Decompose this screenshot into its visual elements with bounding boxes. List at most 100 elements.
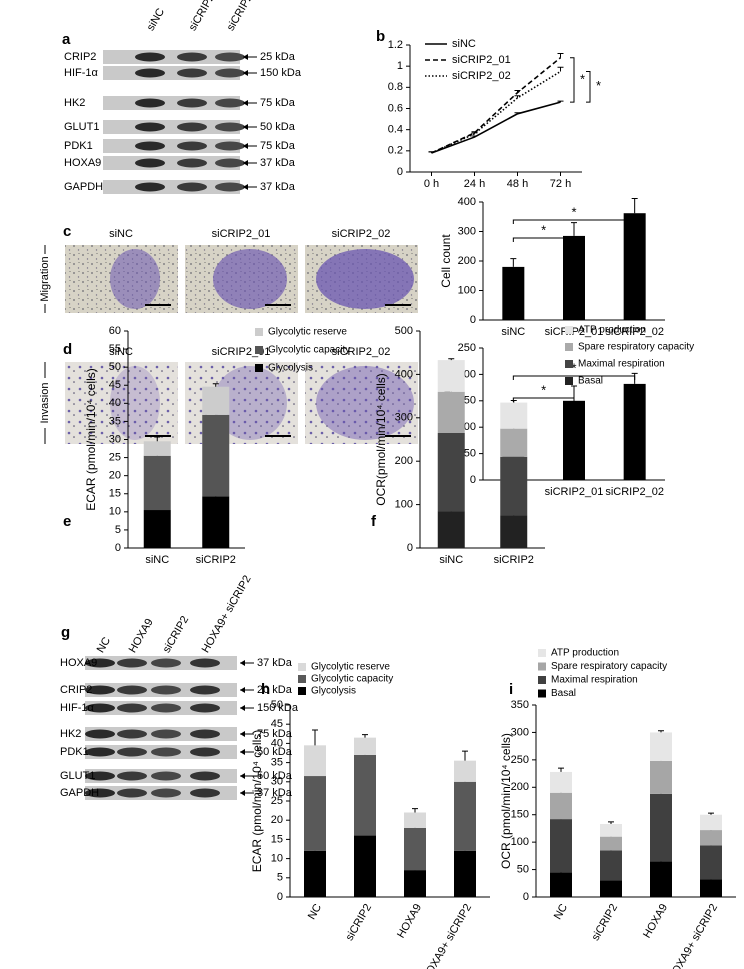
x-tick-label: siCRIP2 — [494, 554, 534, 566]
protein-label: CRIP2 — [64, 51, 96, 63]
blot-band — [190, 658, 220, 668]
blot-band — [177, 98, 207, 108]
lane-label: HOXA9 — [127, 617, 156, 655]
x-tick-label: siCRIP2 — [590, 902, 621, 943]
error-bar — [448, 358, 455, 361]
y-tick-label: 15 — [109, 488, 121, 500]
bar-segment — [437, 360, 465, 392]
legend-swatch — [565, 326, 573, 334]
blot-band — [85, 685, 115, 695]
legend-swatch — [298, 675, 306, 683]
y-tick-label: 0.2 — [388, 145, 403, 157]
size-arrow-head — [243, 160, 248, 166]
significance-label: * — [541, 222, 546, 237]
error-bar — [510, 258, 517, 267]
cell-cluster — [110, 366, 160, 440]
y-tick-label: 20 — [271, 814, 283, 826]
blot-strip — [103, 66, 240, 80]
size-arrow-head — [240, 705, 245, 711]
size-label: 50 kDa — [257, 770, 293, 782]
bar-segment — [454, 760, 476, 782]
y-tick-label: 200 — [511, 781, 529, 793]
blot-band — [215, 141, 245, 151]
bar-segment — [404, 870, 426, 897]
size-label: 20 kDa — [257, 684, 293, 696]
bar-segment — [437, 511, 465, 548]
cell-cluster — [213, 366, 287, 440]
y-tick-label: 400 — [458, 196, 476, 208]
blot-band — [215, 158, 245, 168]
x-tick-label: siNC — [501, 326, 525, 338]
blot-band — [151, 658, 181, 668]
blot-band — [117, 771, 147, 781]
legend-label: ATP production — [578, 325, 646, 336]
error-bar — [514, 90, 521, 93]
protein-label: HIF-1α — [60, 702, 95, 714]
y-tick-label: 50 — [271, 699, 283, 711]
cell-cluster — [316, 366, 414, 440]
protein-label: HK2 — [60, 728, 81, 740]
error-bar — [510, 399, 517, 403]
bar-segment — [143, 455, 171, 511]
protein-label: GAPDH — [64, 181, 103, 193]
y-tick-label: 40 — [271, 737, 283, 749]
size-arrow-head — [240, 687, 245, 693]
bar-segment — [650, 760, 672, 794]
legend-label: Glycolytic capacity — [268, 345, 350, 356]
panel-label: e — [63, 513, 71, 530]
legend-swatch — [538, 676, 546, 684]
size-arrow-head — [243, 54, 248, 60]
micrograph — [305, 362, 418, 444]
legend-swatch — [538, 689, 546, 698]
lane-label: NC — [95, 635, 113, 655]
legend-swatch — [565, 360, 573, 368]
blot-band — [151, 788, 181, 798]
y-tick-label: 0 — [407, 542, 413, 554]
bar-segment — [500, 428, 528, 457]
blot-strip — [103, 180, 240, 194]
blot-band — [190, 771, 220, 781]
y-tick-label: 0 — [470, 314, 476, 326]
error-bar — [412, 808, 418, 813]
cell-cluster — [213, 249, 287, 309]
protein-label: GLUT1 — [64, 121, 99, 133]
y-tick-label: 35 — [271, 757, 283, 769]
significance-bracket — [512, 237, 575, 242]
y-tick-label: 25 — [109, 451, 121, 463]
panel-label: i — [509, 681, 513, 698]
legend-label: ATP production — [551, 648, 619, 659]
lane-label: siNC — [145, 6, 167, 33]
blot-strip — [103, 96, 240, 110]
x-tick-label: siNC — [439, 554, 463, 566]
bar-segment — [600, 880, 622, 897]
lane-label: siCRIP2_2 — [225, 0, 262, 33]
bar-segment — [437, 391, 465, 433]
bar-segment — [304, 776, 326, 851]
error-bar — [558, 767, 564, 772]
protein-label: CRIP2 — [60, 684, 92, 696]
size-label: 75 kDa — [260, 97, 296, 109]
legend-swatch — [298, 663, 306, 671]
blot-strip — [103, 156, 240, 170]
significance-label: * — [571, 360, 576, 375]
blot-band — [135, 182, 165, 192]
y-tick-label: 1.2 — [388, 39, 403, 51]
legend-label: Glycolysis — [268, 363, 313, 374]
bar-segment — [304, 745, 326, 777]
bar-segment — [404, 827, 426, 871]
x-tick-label: siCRIP2_01 — [545, 326, 604, 338]
blot-band — [117, 703, 147, 713]
legend-label: Basal — [578, 376, 603, 387]
size-arrow-head — [240, 731, 245, 737]
y-axis-label: OCR(pmol/min/10⁴ cells) — [374, 373, 388, 506]
y-axis-label: ECAR (pmol/min/10⁴ cells) — [250, 730, 264, 873]
blot-band — [215, 182, 245, 192]
y-tick-label: 45 — [109, 379, 121, 391]
y-tick-label: 60 — [109, 325, 121, 337]
blot-band — [117, 685, 147, 695]
y-tick-label: 0.4 — [388, 124, 403, 136]
blot-band — [117, 788, 147, 798]
error-bar — [708, 812, 714, 815]
blot-strip — [103, 139, 240, 153]
